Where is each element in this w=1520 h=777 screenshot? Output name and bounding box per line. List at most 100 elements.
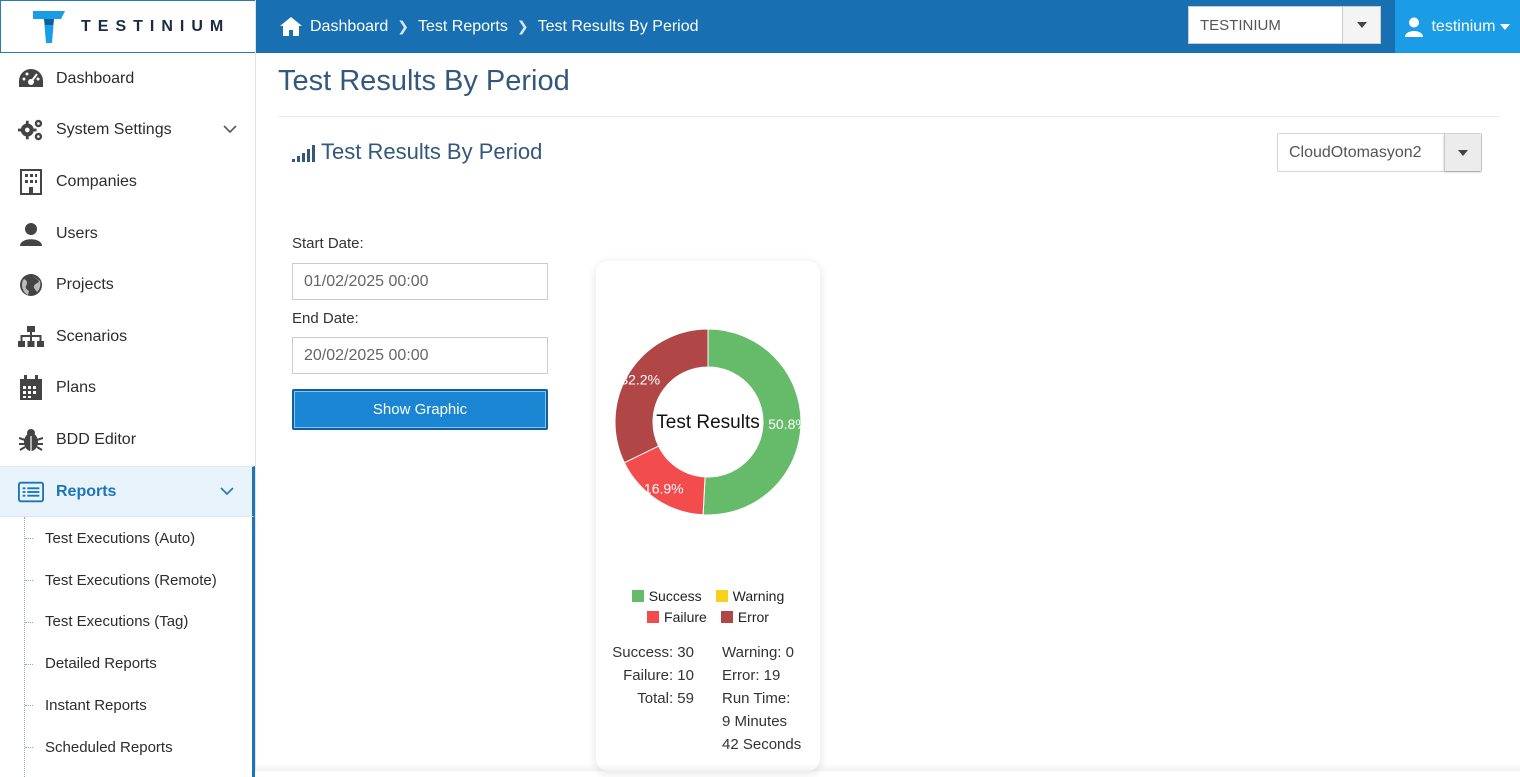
main-content: Test Results By Period Test Results By P… [256, 53, 1520, 771]
legend-item-success[interactable]: Success [631, 587, 702, 604]
show-graphic-button[interactable]: Show Graphic [292, 389, 548, 430]
chart-legend: Success Warning Failure Error [596, 585, 820, 627]
user-icon [18, 221, 44, 247]
reports-submenu: Test Executions (Auto) Test Executions (… [0, 517, 255, 777]
sidebar-item-plans[interactable]: Plans [0, 363, 255, 415]
legend-swatch [631, 589, 644, 602]
section-title: Test Results By Period [292, 139, 542, 165]
sitemap-icon [18, 324, 44, 350]
signal-bars-icon [292, 145, 315, 162]
breadcrumb-separator-icon: ❯ [516, 18, 529, 34]
user-name: testinium [1431, 17, 1496, 35]
globe-icon [18, 272, 44, 298]
sidebar-item-system-settings[interactable]: System Settings [0, 105, 255, 157]
brand-name: TESTINIUM [81, 17, 231, 35]
legend-item-failure[interactable]: Failure [647, 609, 707, 625]
legend-swatch [720, 610, 733, 623]
user-icon [1405, 17, 1424, 37]
chart-slice-success[interactable] [702, 328, 802, 516]
sidebar-item-users[interactable]: Users [0, 208, 255, 260]
breadcrumb: Dashboard ❯ Test Reports ❯ Test Results … [256, 17, 699, 36]
bug-icon [18, 427, 44, 453]
legend-label: Failure [664, 608, 707, 625]
donut-chart: 50.8% 16.9% 32.2% Test Results [614, 328, 808, 516]
sidebar-item-label: Companies [56, 172, 137, 190]
sidebar-item-label: Reports [56, 482, 117, 500]
legend-label: Error [737, 608, 769, 625]
sidebar-item-reports[interactable]: Reports [0, 465, 255, 518]
stat-runtime-seconds: 42 Seconds [722, 736, 802, 753]
chart-data-label-success: 50.8% [768, 416, 808, 432]
chart-data-label-failure: 16.9% [644, 481, 684, 497]
sidebar-item-dashboard[interactable]: Dashboard [0, 53, 255, 105]
sidebar: TESTINIUM Dashboard System Settings Comp… [0, 0, 256, 777]
company-dropdown-button[interactable] [1342, 7, 1380, 43]
top-bar: Dashboard ❯ Test Reports ❯ Test Results … [256, 0, 1520, 53]
caret-down-icon [1356, 22, 1367, 28]
breadcrumb-test-reports[interactable]: Test Reports [418, 17, 508, 35]
sidebar-subitem-test-executions-tag[interactable]: Test Executions (Tag) [0, 601, 252, 643]
chart-data-label-error: 32.2% [620, 372, 660, 388]
bottom-shadow [256, 763, 1520, 771]
company-select[interactable]: TESTINIUM [1188, 6, 1381, 44]
list-icon [18, 479, 44, 505]
stat-failure: Failure: 10 [623, 667, 694, 684]
logo[interactable]: TESTINIUM [0, 0, 255, 53]
building-icon [18, 168, 44, 195]
sidebar-subitem-detailed-reports[interactable]: Detailed Reports [0, 643, 252, 685]
caret-down-icon [1458, 149, 1468, 156]
breadcrumb-current: Test Results By Period [537, 17, 699, 35]
stat-runtime-label: Run Time: [722, 690, 791, 707]
legend-label: Success [648, 587, 702, 604]
project-select-value: CloudOtomasyon2 [1289, 143, 1422, 161]
sidebar-item-label: Scenarios [56, 327, 128, 345]
calendar-icon [18, 375, 44, 401]
stat-warning: Warning: 0 [722, 644, 794, 661]
sidebar-item-scenarios[interactable]: Scenarios [0, 311, 255, 363]
caret-down-icon [1499, 23, 1510, 30]
breadcrumb-dashboard[interactable]: Dashboard [310, 17, 389, 35]
project-dropdown-button[interactable] [1444, 134, 1481, 171]
home-icon[interactable] [280, 17, 302, 36]
stat-error: Error: 19 [722, 667, 781, 684]
sidebar-item-label: Projects [56, 276, 114, 294]
gears-icon [18, 117, 44, 143]
end-date-input[interactable]: 20/02/2025 00:00 [292, 337, 548, 374]
chevron-down-icon [220, 483, 234, 501]
start-date-input[interactable]: 01/02/2025 00:00 [292, 263, 548, 300]
sidebar-item-companies[interactable]: Companies [0, 156, 255, 208]
legend-item-error[interactable]: Error [720, 608, 769, 625]
sidebar-subitem-scheduled-reports[interactable]: Scheduled Reports [0, 726, 252, 768]
user-menu-button[interactable]: testinium [1395, 0, 1520, 53]
dashboard-gauge-icon [18, 66, 44, 92]
legend-swatch [715, 589, 728, 602]
company-select-value: TESTINIUM [1200, 16, 1281, 34]
test-results-card: 50.8% 16.9% 32.2% Test Results Success Warn… [596, 261, 820, 771]
chevron-down-icon [223, 121, 237, 139]
sidebar-subitem-test-executions-remote[interactable]: Test Executions (Remote) [0, 559, 252, 601]
sidebar-item-label: Plans [56, 379, 97, 397]
sidebar-item-bdd-editor[interactable]: BDD Editor [0, 414, 255, 466]
sidebar-subitem-test-executions-auto[interactable]: Test Executions (Auto) [0, 517, 252, 559]
start-date-label: Start Date: [292, 235, 364, 252]
end-date-label: End Date: [292, 310, 359, 327]
sidebar-item-label: System Settings [56, 121, 172, 139]
sidebar-item-label: BDD Editor [56, 430, 137, 448]
section-title-text: Test Results By Period [321, 139, 543, 164]
stat-runtime-minutes: 9 Minutes [722, 713, 788, 730]
sidebar-item-label: Dashboard [56, 69, 135, 87]
stat-total: Total: 59 [637, 690, 694, 707]
stat-success: Success: 30 [612, 644, 694, 661]
page-title: Test Results By Period [278, 65, 570, 97]
chart-slice-error[interactable] [614, 328, 709, 464]
legend-label: Warning [732, 587, 785, 604]
divider [278, 116, 1500, 117]
legend-swatch [647, 610, 660, 623]
testinium-logo-icon [33, 10, 65, 43]
chart-title: Test Results [656, 412, 759, 433]
legend-item-warning[interactable]: Warning [715, 587, 785, 604]
sidebar-subitem-instant-reports[interactable]: Instant Reports [0, 685, 252, 727]
project-select[interactable]: CloudOtomasyon2 [1277, 133, 1482, 172]
sidebar-item-projects[interactable]: Projects [0, 259, 255, 311]
breadcrumb-separator-icon: ❯ [397, 18, 410, 34]
